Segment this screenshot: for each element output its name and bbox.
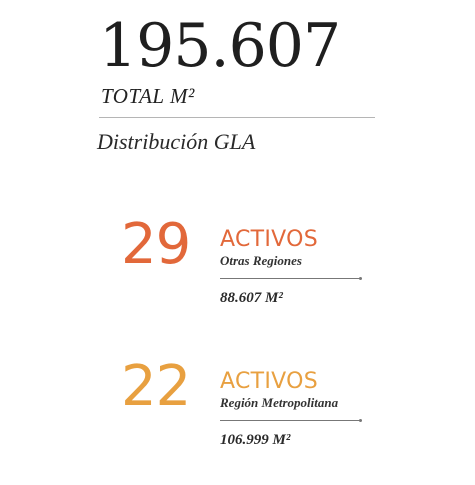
asset-count: 29	[121, 212, 191, 277]
asset-group-otras-regiones: 29 ACTIVOS Otras Regiones 88.607 M²	[0, 215, 475, 325]
header-divider	[99, 117, 375, 118]
region-area: 106.999 M²	[220, 432, 291, 448]
asset-label: ACTIVOS	[220, 369, 318, 394]
group-divider	[220, 277, 362, 280]
total-gla-label: TOTAL M²	[101, 84, 195, 108]
asset-count: 22	[121, 354, 191, 419]
total-gla-value: 195.607	[99, 11, 341, 81]
asset-group-region-metropolitana: 22 ACTIVOS Región Metropolitana 106.999 …	[0, 357, 475, 467]
group-divider	[220, 419, 362, 422]
asset-label: ACTIVOS	[220, 227, 318, 252]
region-area: 88.607 M²	[220, 290, 283, 306]
region-name: Región Metropolitana	[220, 395, 339, 410]
region-name: Otras Regiones	[220, 253, 302, 268]
distribution-title: Distribución GLA	[97, 129, 256, 154]
